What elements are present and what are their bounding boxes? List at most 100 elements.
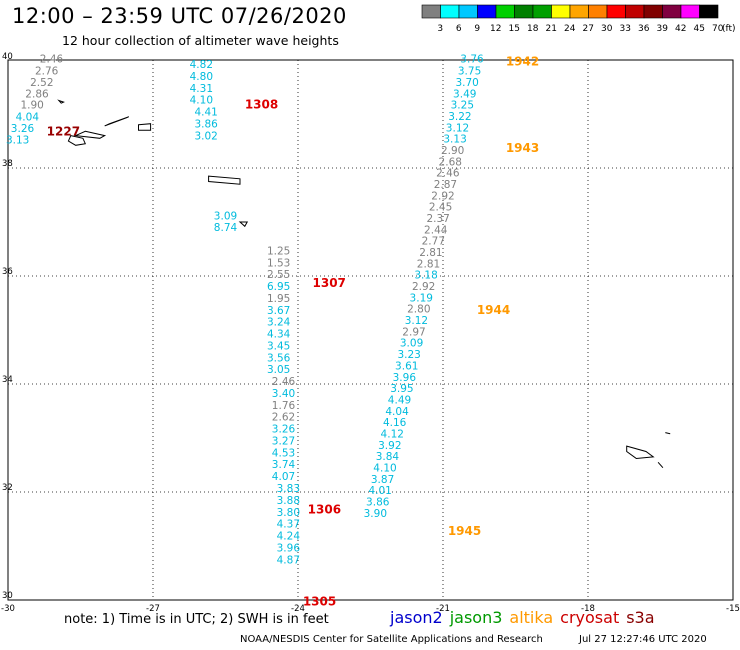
wave-height-label: 3.23 [397,349,420,361]
observations-layer: 2.462.762.522.861.904.043.263.134.824.80… [6,54,484,567]
satellite-s3a: s3a [626,608,655,627]
satellite-jason3: jason3 [449,608,503,627]
legend-label: 30 [601,24,613,34]
wave-height-label: 3.40 [272,388,295,400]
wave-height-label: 2.92 [431,190,454,202]
wave-height-label: 2.46 [436,168,460,180]
wave-height-label: 1.90 [20,100,43,112]
legend-swatch [477,4,497,19]
legend-swatch [680,4,700,19]
map-title: 12:00 – 23:59 UTC 07/26/2020 [12,4,347,28]
wave-height-label: 3.87 [371,474,394,486]
wave-height-label: 1.76 [272,400,296,412]
legend-label: 39 [657,24,669,34]
island-santa-maria [238,221,249,228]
lon-tick-label: -27 [146,604,160,614]
pass-time-label: 1307 [313,276,346,290]
pass-time-label: 1227 [47,125,80,139]
wave-height-label: 4.87 [277,554,300,566]
wave-height-label: 2.81 [419,247,442,259]
legend-unit: (ft) [722,24,736,34]
satellite-altika: altika [509,608,554,627]
lat-tick-label: 38 [2,159,13,169]
wave-height-label: 2.92 [412,281,435,293]
wave-height-label: 3.49 [453,88,476,100]
wave-height-label: 3.74 [272,459,296,471]
island-graciosa-faial [73,130,107,139]
legend-swatch [588,4,608,19]
wave-height-label: 3.45 [267,340,290,352]
wave-height-label: 3.61 [395,360,418,372]
color-scale-legend: 3 6 9 12 15 18 21 24 27 30 33 36 39 42 45 70(ft) [421,4,736,34]
wave-height-label: 4.34 [267,329,291,341]
wave-height-label: 4.04 [385,406,409,418]
wave-height-label: 3.96 [393,372,417,384]
satellite-jason2: jason2 [390,608,443,627]
legend-label: 42 [675,24,686,34]
wave-height-label: 2.62 [272,412,295,424]
wave-height-label: 3.80 [277,507,300,519]
wave-height-label: 3.12 [405,315,428,327]
legend-swatch [421,4,441,19]
legend-swatch [569,4,589,19]
wave-height-label: 3.86 [194,119,218,131]
island-sao-jorge [104,116,130,127]
legend-swatch [625,4,645,19]
wave-height-label: 3.26 [272,424,296,436]
wave-height-label: 2.90 [441,145,464,157]
wave-height-label: 2.45 [429,202,452,214]
wave-height-label: 1.53 [267,257,290,269]
lat-tick-label: 40 [2,52,13,62]
wave-height-label: 2.86 [25,88,49,100]
wave-height-label: 4.37 [277,519,300,531]
pass-time-label: 1308 [245,98,278,112]
credit-line: NOAA/NESDIS Center for Satellite Applica… [240,634,543,645]
wave-height-label: 2.46 [40,54,64,66]
island-porto-santo [665,432,671,435]
legend-swatch [699,4,719,19]
legend-swatch [440,4,460,19]
legend-label: 21 [546,24,557,34]
pass-time-label: 1945 [448,524,481,538]
legend-swatch [532,4,552,19]
pass-labels-layer: 1942 1943 1944 1945 1308 1307 1306 1305 1227 [47,54,540,608]
wave-height-label: 3.95 [390,383,413,395]
wave-height-label: 4.31 [190,83,213,95]
legend-swatch [643,4,663,19]
wave-height-label: 4.10 [190,95,213,107]
wave-height-label: 4.12 [381,428,404,440]
wave-height-label: 4.24 [277,531,301,543]
legend-swatch [551,4,571,19]
wave-height-label: 2.76 [35,66,59,78]
wave-height-label: 3.13 [443,134,466,146]
wave-height-label: 2.97 [402,326,425,338]
pass-time-label: 1942 [506,54,539,68]
wave-height-label: 3.83 [277,483,300,495]
island-pico-faial [67,135,87,146]
wave-height-label: 4.10 [373,462,396,474]
lon-tick-label: -18 [581,604,595,614]
lon-tick-label: -21 [436,604,450,614]
wave-height-label: 3.27 [272,435,295,447]
wave-height-label: 3.22 [448,111,471,123]
wave-height-label: 2.87 [434,179,457,191]
wave-height-label: 3.18 [414,270,437,282]
wave-height-label: 4.04 [16,111,40,123]
wave-height-label: 3.56 [267,352,291,364]
map-frame [7,59,734,601]
legend-label: 45 [694,24,705,34]
pass-time-label: 1305 [303,594,336,608]
lat-tick-label: 34 [2,375,13,385]
pass-time-label: 1306 [308,503,341,517]
wave-height-label: 3.90 [364,508,387,520]
lon-tick-label: -24 [291,604,305,614]
legend-label: 9 [474,24,480,34]
legend-swatch [662,4,682,19]
legend-label: 3 [437,24,443,34]
footnote: note: 1) Time is in UTC; 2) SWH is in fe… [64,612,329,627]
wave-height-label: 4.01 [368,485,391,497]
satellite-cryosat: cryosat [560,608,620,627]
wave-height-label: 2.68 [439,156,462,168]
island-terceira [138,123,152,131]
wave-height-label: 3.09 [214,210,237,222]
